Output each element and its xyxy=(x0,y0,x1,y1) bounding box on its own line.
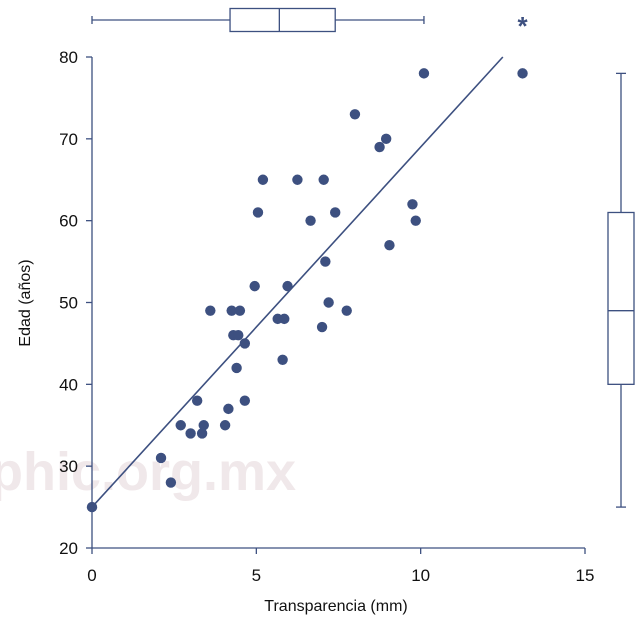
data-point xyxy=(239,395,251,406)
data-point xyxy=(305,215,316,226)
data-point xyxy=(318,174,329,185)
data-point xyxy=(249,280,260,292)
data-point xyxy=(191,395,203,406)
data-point xyxy=(349,109,361,120)
data-point xyxy=(223,403,234,415)
data-point xyxy=(239,338,251,349)
y-tick-label: 60 xyxy=(59,212,78,231)
x-tick-label: 5 xyxy=(252,566,261,585)
regression-line xyxy=(91,56,504,508)
data-point xyxy=(185,428,196,439)
data-point xyxy=(374,141,385,153)
x-boxplot-outlier: * xyxy=(517,11,528,41)
data-point xyxy=(175,420,186,431)
y-axis-title: Edad (años) xyxy=(17,259,34,346)
data-point xyxy=(226,305,237,316)
data-point xyxy=(231,362,242,374)
data-point xyxy=(418,68,430,79)
x-tick-label: 10 xyxy=(411,566,430,585)
plot-area: 20 30 40 50 60 70 80 0 5 10 15 * xyxy=(59,7,635,585)
data-point xyxy=(198,420,209,431)
data-point xyxy=(316,321,328,333)
data-point xyxy=(517,68,528,79)
data-point xyxy=(320,256,331,267)
data-point xyxy=(282,280,293,292)
data-point xyxy=(196,428,208,439)
data-point xyxy=(380,133,392,145)
y-tick-label: 20 xyxy=(59,539,78,558)
data-point xyxy=(205,305,216,316)
data-point xyxy=(252,207,264,218)
data-point xyxy=(330,207,341,218)
data-point xyxy=(410,215,421,226)
data-point xyxy=(341,305,352,316)
x-axis-title: Transparencia (mm) xyxy=(264,598,407,615)
data-point xyxy=(233,330,244,341)
x-boxplot-box xyxy=(229,7,336,33)
data-point xyxy=(292,174,303,185)
data-point xyxy=(279,313,290,325)
y-tick-label: 50 xyxy=(59,294,78,313)
y-tick-label: 40 xyxy=(59,375,78,394)
data-point xyxy=(234,305,246,316)
y-boxplot-box xyxy=(607,211,635,385)
data-point xyxy=(257,174,269,185)
data-point xyxy=(219,420,231,431)
data-point xyxy=(277,354,288,365)
data-point xyxy=(165,477,177,488)
data-point xyxy=(323,297,334,308)
data-point xyxy=(384,240,395,251)
data-point xyxy=(407,199,418,210)
y-tick-label: 80 xyxy=(59,48,78,67)
x-tick-label: 15 xyxy=(576,566,595,585)
watermark-text: phic.org.mx xyxy=(0,442,296,502)
x-tick-label: 0 xyxy=(87,566,96,585)
y-tick-label: 70 xyxy=(59,130,78,149)
data-point xyxy=(86,501,98,513)
y-tick-label: 30 xyxy=(59,457,78,476)
data-point xyxy=(155,452,167,464)
